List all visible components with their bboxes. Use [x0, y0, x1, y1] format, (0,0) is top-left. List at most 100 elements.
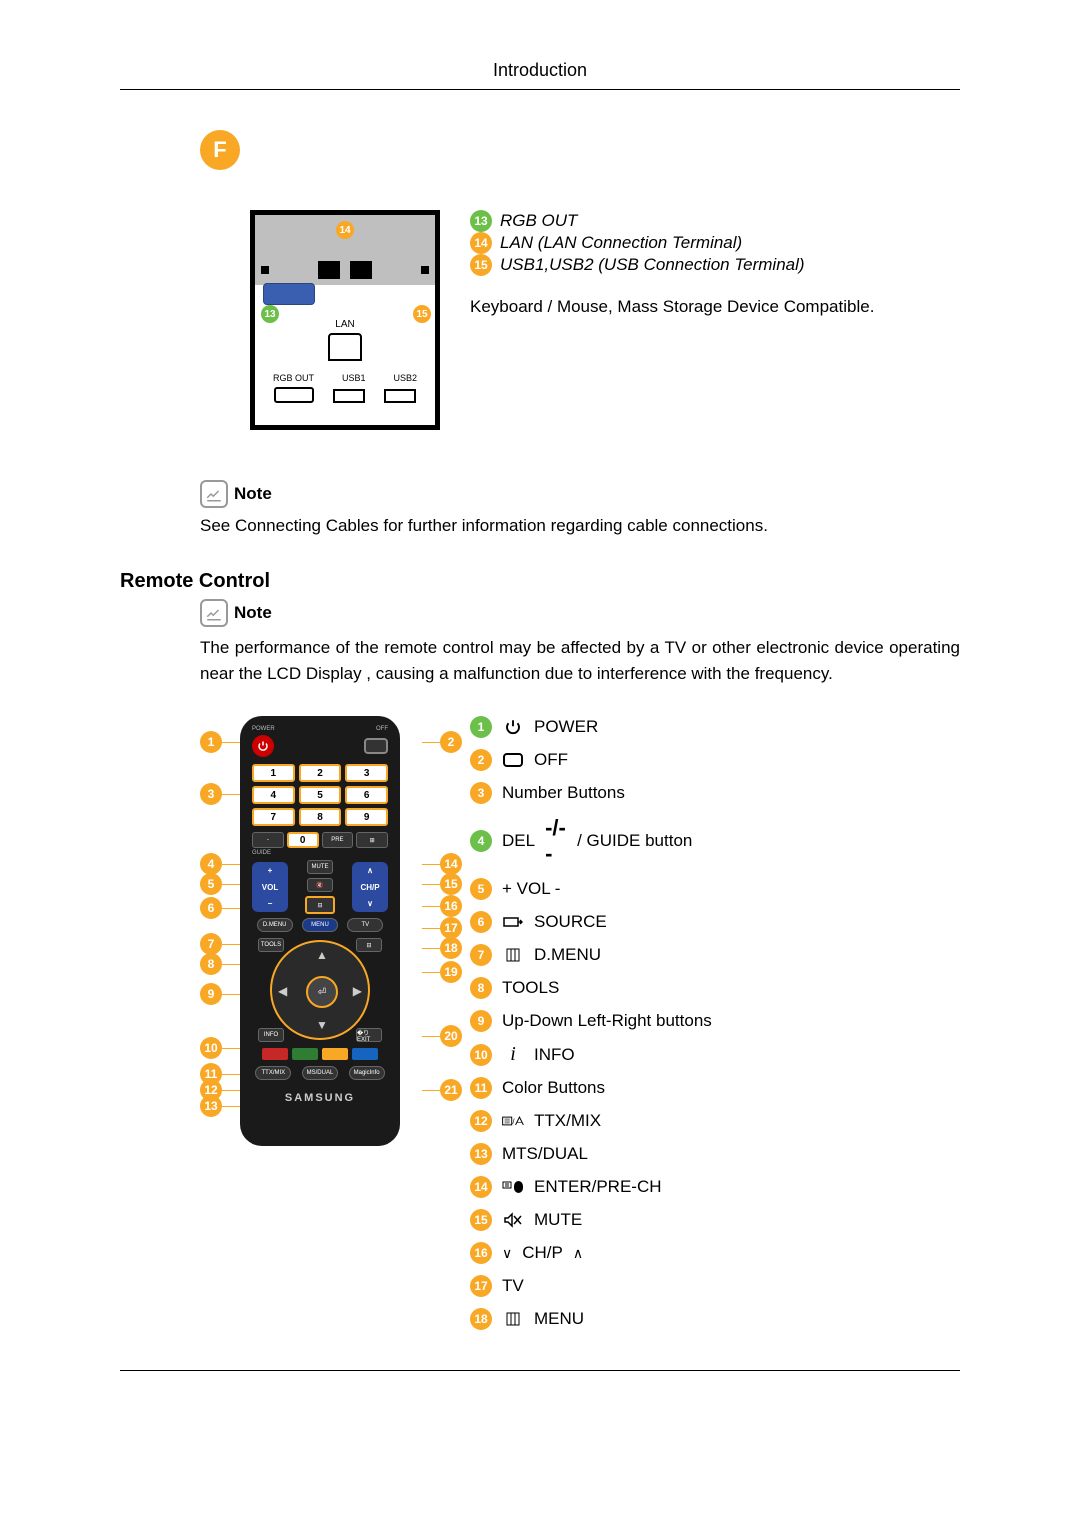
note-label: Note — [234, 484, 272, 504]
num-key-5[interactable]: 5 — [299, 786, 342, 804]
legend-badge: 9 — [470, 1010, 492, 1032]
callout-badge: 15 — [440, 873, 462, 895]
connector-label: RGB OUT — [500, 211, 577, 231]
arrow-down-icon[interactable]: ▼ — [316, 1018, 328, 1032]
top-rule — [120, 89, 960, 90]
callout-2: 2 — [440, 730, 462, 753]
legend-row-12: 12/TTX/MIX — [470, 1110, 712, 1132]
num-key-0[interactable]: 0 — [287, 832, 319, 848]
color-button[interactable] — [262, 1048, 288, 1060]
remote-illustration-wrap: 1345678910111213 POWEROFF 123 456 789 - … — [200, 716, 440, 1156]
callout-badge: 13 — [200, 1095, 222, 1117]
del-row: - 0 PRE ⊞ — [252, 832, 388, 848]
ttx-icon: / — [502, 1113, 524, 1129]
connector-row: 15 USB1,USB2 (USB Connection Terminal) — [470, 254, 874, 276]
callout-badge: 10 — [200, 1037, 222, 1059]
panel-usb1-label: USB1 — [342, 373, 366, 383]
guide-key[interactable]: ⊞ — [356, 832, 388, 848]
legend-text: ENTER/PRE-CH — [534, 1177, 662, 1197]
page-header-title: Introduction — [120, 60, 960, 81]
callout-13: 13 — [200, 1094, 222, 1117]
num-key-8[interactable]: 8 — [299, 808, 342, 826]
legend-row-4: 4DEL -/-- / GUIDE button — [470, 815, 712, 867]
remote-note-label: Note — [234, 603, 272, 623]
menu-key[interactable]: MENU — [302, 918, 338, 932]
num-key-3[interactable]: 3 — [345, 764, 388, 782]
legend-row-14: 14ENTER/PRE-CH — [470, 1176, 712, 1198]
legend-badge: 12 — [470, 1110, 492, 1132]
connector-badge: 14 — [470, 232, 492, 254]
dpad[interactable]: ▲ ▼ ◀ ▶ ⏎ — [270, 940, 370, 1040]
arrow-up-icon[interactable]: ▲ — [316, 948, 328, 962]
mute-key[interactable]: MUTE — [307, 860, 333, 874]
del-key[interactable]: - — [252, 832, 284, 848]
off-icon — [502, 753, 524, 767]
color-button[interactable] — [292, 1048, 318, 1060]
callout-20: 20 — [440, 1024, 462, 1047]
legend-badge: 5 — [470, 878, 492, 900]
connector-label: LAN (LAN Connection Terminal) — [500, 233, 742, 253]
power-label: POWER — [252, 726, 275, 732]
chp-rocker[interactable]: ∧CH/P∨ — [352, 862, 388, 912]
enter-key[interactable]: ⏎ — [306, 976, 338, 1008]
corner-tr[interactable]: ⊟ — [356, 938, 382, 952]
connector-row: 13 RGB OUT — [470, 210, 874, 232]
info-key[interactable]: INFO — [258, 1028, 284, 1042]
exit-key[interactable]: �りEXIT — [356, 1028, 382, 1042]
source-key[interactable]: ⊟ — [305, 896, 335, 914]
vol-rocker[interactable]: +VOL− — [252, 862, 288, 912]
legend-row-13: 13 MTS/DUAL — [470, 1143, 712, 1165]
callout-badge: 3 — [200, 783, 222, 805]
num-key-2[interactable]: 2 — [299, 764, 342, 782]
callout-badge: 21 — [440, 1079, 462, 1101]
section-f-badge: F — [200, 130, 240, 170]
arrow-left-icon[interactable]: ◀ — [278, 984, 287, 998]
legend-text: Color Buttons — [502, 1078, 605, 1098]
callout-badge: 2 — [440, 731, 462, 753]
legend-row-8: 8TOOLS — [470, 977, 712, 999]
connector-label: USB1,USB2 (USB Connection Terminal) — [500, 255, 805, 275]
num-key-6[interactable]: 6 — [345, 786, 388, 804]
num-key-7[interactable]: 7 — [252, 808, 295, 826]
panel-usb2-label: USB2 — [393, 373, 417, 383]
ttxmix-key[interactable]: TTX/MIX — [255, 1066, 291, 1080]
mute-icon — [502, 1212, 524, 1228]
tv-key[interactable]: TV — [347, 918, 383, 932]
legend-badge: 18 — [470, 1308, 492, 1330]
note-icon — [200, 480, 228, 508]
power-button[interactable] — [252, 735, 274, 757]
remote-body-shape: POWEROFF 123 456 789 - 0 PRE ⊞ GUIDE +VO… — [240, 716, 400, 1146]
num-key-1[interactable]: 1 — [252, 764, 295, 782]
arrow-right-icon[interactable]: ▶ — [353, 984, 362, 998]
number-grid: 123 456 789 — [252, 764, 388, 826]
dmenu-key[interactable]: D.MENU — [257, 918, 293, 932]
legend-text: Number Buttons — [502, 783, 625, 803]
tools-key[interactable]: TOOLS — [258, 938, 284, 952]
callout-badge: 1 — [200, 731, 222, 753]
enter-icon — [502, 1179, 524, 1195]
callout-19: 19 — [440, 960, 462, 983]
panel-usb-port — [384, 389, 416, 403]
callout-21: 21 — [440, 1078, 462, 1101]
legend-text: MTS/DUAL — [502, 1144, 588, 1164]
prech-key[interactable]: PRE — [322, 832, 354, 848]
legend-row-6: 6SOURCE — [470, 911, 712, 933]
magicinfo-key[interactable]: MagicInfo — [349, 1066, 385, 1080]
num-key-9[interactable]: 9 — [345, 808, 388, 826]
legend-badge: 13 — [470, 1143, 492, 1165]
color-button[interactable] — [352, 1048, 378, 1060]
off-button[interactable] — [364, 738, 388, 754]
note-block: Note — [200, 480, 960, 508]
mtsdual-key[interactable]: MS/DUAL — [302, 1066, 338, 1080]
note-icon — [200, 599, 228, 627]
legend-badge: 8 — [470, 977, 492, 999]
legend-row-2: 2OFF — [470, 749, 712, 771]
remote-control-heading: Remote Control — [120, 570, 960, 593]
num-key-4[interactable]: 4 — [252, 786, 295, 804]
legend-row-5: 5+ VOL - — [470, 878, 712, 900]
bottom-pill-row: TTX/MIX MS/DUAL MagicInfo — [252, 1066, 388, 1080]
color-button[interactable] — [322, 1048, 348, 1060]
mute-icon-key[interactable]: 🔇 — [307, 878, 333, 892]
panel-rgbout-label: RGB OUT — [273, 373, 314, 383]
connector-badge: 13 — [470, 210, 492, 232]
